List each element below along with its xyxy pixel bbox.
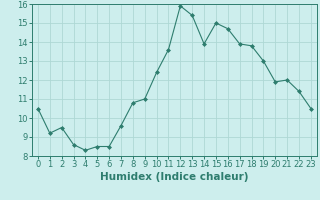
X-axis label: Humidex (Indice chaleur): Humidex (Indice chaleur) [100,172,249,182]
